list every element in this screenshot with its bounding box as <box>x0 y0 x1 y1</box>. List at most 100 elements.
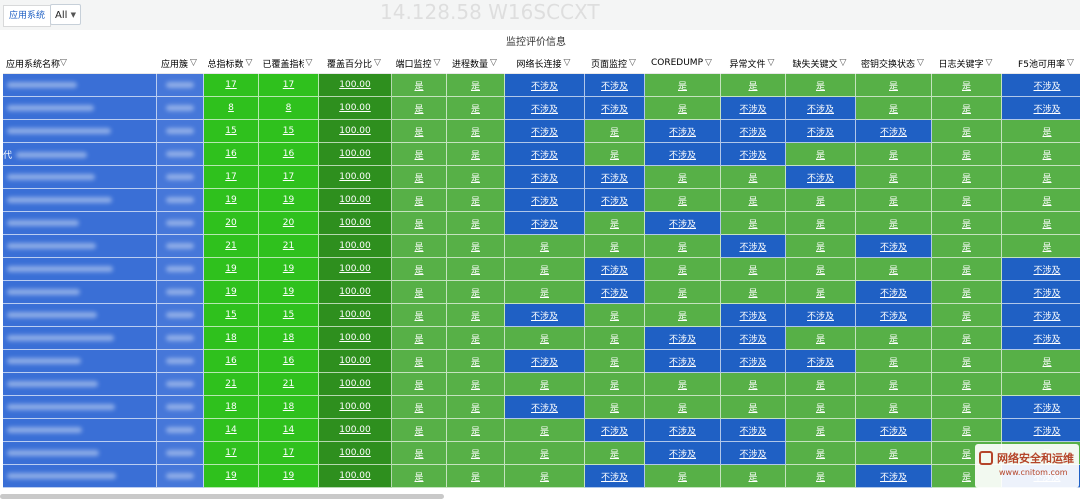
status-link[interactable]: 是 <box>414 426 424 437</box>
status-link[interactable]: 是 <box>414 127 424 138</box>
total-cell[interactable]: 21 <box>204 373 259 396</box>
status-cell-yes[interactable]: 是 <box>786 465 856 488</box>
status-cell-yes[interactable]: 是 <box>932 212 1002 235</box>
percent-cell[interactable]: 100.00 <box>319 373 392 396</box>
status-cell-yes[interactable]: 是 <box>447 120 505 143</box>
status-cell-na[interactable]: 不涉及 <box>856 120 932 143</box>
status-link[interactable]: 是 <box>888 449 898 460</box>
status-link[interactable]: 不涉及 <box>530 403 558 414</box>
status-link[interactable]: 是 <box>414 380 424 391</box>
status-cell-na[interactable]: 不涉及 <box>786 97 856 120</box>
status-cell-yes[interactable]: 是 <box>585 442 645 465</box>
covered-cell-value[interactable]: 19 <box>282 195 295 205</box>
system-name-cell[interactable] <box>3 120 157 143</box>
total-cell[interactable]: 20 <box>204 212 259 235</box>
status-cell-na[interactable]: 不涉及 <box>856 235 932 258</box>
total-cell-value[interactable]: 19 <box>225 287 237 297</box>
status-cell-na[interactable]: 不涉及 <box>786 350 856 373</box>
status-cell-na[interactable]: 不涉及 <box>721 97 786 120</box>
system-name-cell[interactable] <box>3 74 157 97</box>
system-name-cell[interactable] <box>3 373 157 396</box>
status-cell-yes[interactable]: 是 <box>856 166 932 189</box>
status-link[interactable]: 不涉及 <box>806 104 834 115</box>
status-cell-yes[interactable]: 是 <box>585 373 645 396</box>
status-link[interactable]: 不涉及 <box>1033 265 1061 276</box>
status-link[interactable]: 不涉及 <box>739 150 767 161</box>
status-cell-yes[interactable]: 是 <box>645 189 721 212</box>
covered-cell[interactable]: 19 <box>259 258 319 281</box>
status-cell-na[interactable]: 不涉及 <box>505 166 585 189</box>
filter-icon[interactable]: ▽ <box>60 58 67 68</box>
status-link[interactable]: 是 <box>1042 219 1052 230</box>
status-cell-yes[interactable]: 是 <box>645 281 721 304</box>
status-link[interactable]: 是 <box>470 173 480 184</box>
percent-cell[interactable]: 100.00 <box>319 235 392 258</box>
status-cell-yes[interactable]: 是 <box>392 97 447 120</box>
covered-cell[interactable]: 17 <box>259 74 319 97</box>
total-cell[interactable]: 14 <box>204 419 259 442</box>
status-link[interactable]: 是 <box>609 242 619 253</box>
status-link[interactable]: 不涉及 <box>530 81 558 92</box>
status-link[interactable]: 是 <box>961 150 971 161</box>
total-cell[interactable]: 15 <box>204 304 259 327</box>
status-cell-yes[interactable]: 是 <box>447 396 505 419</box>
filter-icon[interactable]: ▽ <box>1066 58 1074 68</box>
filter-icon[interactable]: ▽ <box>563 58 571 68</box>
covered-cell-value[interactable]: 21 <box>282 379 295 389</box>
status-cell-yes[interactable]: 是 <box>645 258 721 281</box>
column-header[interactable]: 总指标数 ▽ <box>204 53 259 74</box>
status-cell-na[interactable]: 不涉及 <box>505 189 585 212</box>
status-link[interactable]: 是 <box>888 403 898 414</box>
status-cell-yes[interactable]: 是 <box>786 74 856 97</box>
status-cell-yes[interactable]: 是 <box>856 212 932 235</box>
status-link[interactable]: 不涉及 <box>530 196 558 207</box>
status-link[interactable]: 是 <box>539 334 549 345</box>
status-link[interactable]: 不涉及 <box>600 173 628 184</box>
percent-cell[interactable]: 100.00 <box>319 166 392 189</box>
status-cell-na[interactable]: 不涉及 <box>721 304 786 327</box>
status-link[interactable]: 不涉及 <box>530 173 558 184</box>
status-link[interactable]: 是 <box>470 334 480 345</box>
status-cell-yes[interactable]: 是 <box>786 143 856 166</box>
status-link[interactable]: 是 <box>815 334 825 345</box>
percent-cell[interactable]: 100.00 <box>319 442 392 465</box>
status-cell-yes[interactable]: 是 <box>1002 212 1080 235</box>
status-cell-yes[interactable]: 是 <box>505 465 585 488</box>
status-link[interactable]: 是 <box>470 150 480 161</box>
status-link[interactable]: 是 <box>815 380 825 391</box>
status-cell-na[interactable]: 不涉及 <box>786 304 856 327</box>
status-link[interactable]: 是 <box>815 242 825 253</box>
system-name-cell[interactable] <box>3 97 157 120</box>
status-link[interactable]: 是 <box>888 380 898 391</box>
status-link[interactable]: 是 <box>470 196 480 207</box>
status-link[interactable]: 是 <box>1042 357 1052 368</box>
status-cell-yes[interactable]: 是 <box>392 235 447 258</box>
status-cell-yes[interactable]: 是 <box>786 373 856 396</box>
percent-cell-value[interactable]: 100.00 <box>339 172 371 182</box>
status-cell-yes[interactable]: 是 <box>392 74 447 97</box>
total-cell-value[interactable]: 15 <box>225 310 237 320</box>
status-cell-yes[interactable]: 是 <box>585 304 645 327</box>
total-cell[interactable]: 19 <box>204 189 259 212</box>
percent-cell[interactable]: 100.00 <box>319 304 392 327</box>
status-link[interactable]: 是 <box>961 242 971 253</box>
status-link[interactable]: 是 <box>888 196 898 207</box>
status-cell-yes[interactable]: 是 <box>585 327 645 350</box>
covered-cell-value[interactable]: 18 <box>282 402 295 412</box>
status-cell-yes[interactable]: 是 <box>856 189 932 212</box>
status-cell-yes[interactable]: 是 <box>932 396 1002 419</box>
status-cell-na[interactable]: 不涉及 <box>585 166 645 189</box>
total-cell[interactable]: 16 <box>204 143 259 166</box>
status-link[interactable]: 不涉及 <box>600 104 628 115</box>
status-cell-yes[interactable]: 是 <box>932 97 1002 120</box>
status-cell-yes[interactable]: 是 <box>721 212 786 235</box>
status-cell-na[interactable]: 不涉及 <box>645 327 721 350</box>
covered-cell[interactable]: 18 <box>259 327 319 350</box>
status-link[interactable]: 不涉及 <box>806 311 834 322</box>
status-link[interactable]: 是 <box>815 426 825 437</box>
status-cell-yes[interactable]: 是 <box>447 97 505 120</box>
status-link[interactable]: 是 <box>470 242 480 253</box>
status-link[interactable]: 是 <box>961 104 971 115</box>
status-cell-yes[interactable]: 是 <box>721 258 786 281</box>
status-cell-yes[interactable]: 是 <box>645 166 721 189</box>
